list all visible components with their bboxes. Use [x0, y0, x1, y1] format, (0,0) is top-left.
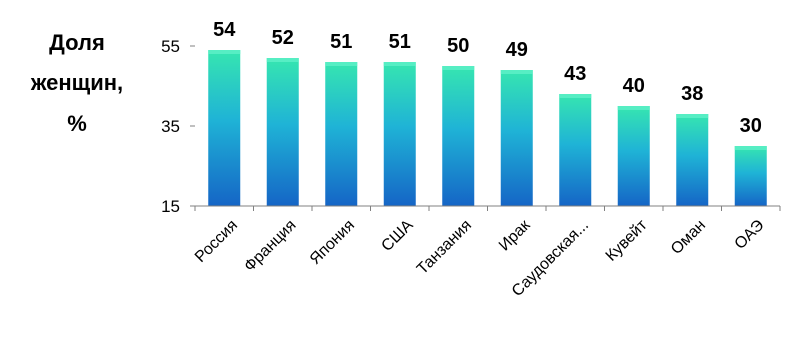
bar-cap: [266, 58, 299, 62]
bar-cap: [734, 146, 767, 150]
category-label: Россия: [192, 217, 241, 266]
bar: [383, 62, 416, 206]
y-axis-title-line-2: женщин,: [30, 70, 123, 95]
data-labels: 54 52 51 51 50 49 43 40 38 30: [213, 19, 762, 137]
data-label: 40: [623, 75, 645, 97]
bar: [617, 106, 650, 206]
y-axis-ticks: 15 35 55: [161, 37, 195, 216]
category-label: Франция: [241, 217, 299, 275]
x-axis-ticks: [194, 206, 781, 211]
category-label: Ирак: [496, 216, 534, 254]
bar-cap: [500, 70, 533, 74]
y-axis-title: Доля женщин, %: [30, 30, 123, 136]
bar: [500, 70, 533, 206]
y-tick-label: 55: [161, 37, 180, 56]
bar: [734, 146, 767, 206]
data-label: 51: [330, 31, 352, 53]
bar-cap: [208, 50, 241, 54]
data-label: 38: [681, 83, 703, 105]
y-axis-title-line-1: Доля: [49, 30, 105, 55]
bar-cap: [676, 114, 709, 118]
bar: [325, 62, 358, 206]
data-label: 49: [506, 39, 528, 61]
bar-cap: [383, 62, 416, 66]
data-label: 51: [389, 31, 411, 53]
y-axis-title-line-3: %: [67, 111, 87, 136]
category-label: США: [378, 217, 416, 255]
category-label: Оман: [668, 217, 709, 258]
y-tick-label: 15: [161, 197, 180, 216]
bar: [266, 58, 299, 206]
bar-cap: [442, 66, 475, 70]
bar: [442, 66, 475, 206]
bars: [208, 50, 767, 206]
category-label: Кувейт: [603, 216, 651, 264]
data-label: 54: [213, 19, 236, 41]
bar-cap: [325, 62, 358, 66]
y-tick-label: 35: [161, 117, 180, 136]
bar: [676, 114, 709, 206]
bar-cap: [617, 106, 650, 110]
category-label: Танзания: [414, 217, 475, 278]
category-label: Япония: [307, 217, 358, 268]
data-label: 43: [564, 63, 586, 85]
bar: [208, 50, 241, 206]
data-label: 50: [447, 35, 469, 57]
data-label: 52: [272, 27, 294, 49]
bar: [559, 94, 592, 206]
category-label: ОАЭ: [732, 217, 768, 253]
bar-cap: [559, 94, 592, 98]
data-label: 30: [740, 115, 762, 137]
